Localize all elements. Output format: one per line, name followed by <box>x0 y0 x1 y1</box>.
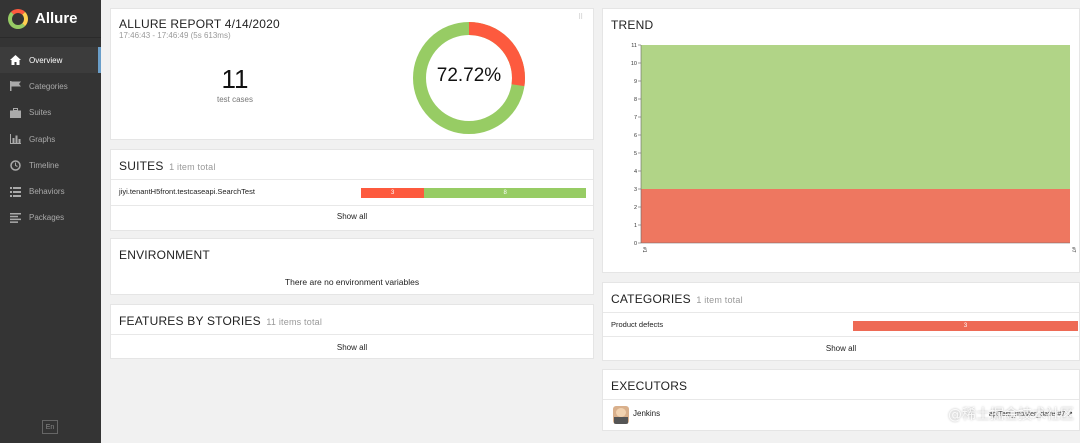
clock-icon <box>9 160 21 171</box>
divider <box>111 205 593 206</box>
watermark: @稀土掘金技术社区 <box>948 407 1074 423</box>
language-switch[interactable]: En <box>42 420 58 434</box>
jenkins-avatar-icon <box>613 406 629 424</box>
trend-y-tick-label: 0 <box>634 241 637 247</box>
sidebar-item-behaviors[interactable]: Behaviors <box>0 178 101 204</box>
categories-card: CATEGORIES 1 item total Product defects … <box>602 282 1080 361</box>
suite-name: jiyi.tenantH5front.testcaseapi.SearchTes… <box>119 187 255 196</box>
suites-card: SUITES 1 item total jiyi.tenantH5front.t… <box>110 149 594 231</box>
category-bar: 3 <box>853 321 1078 331</box>
sidebar-item-packages[interactable]: Packages <box>0 205 101 231</box>
bar-chart-icon <box>9 134 21 145</box>
trend-card: TREND 0 1 2 3 4 5 6 7 8 9 10 11 #1 #7 <box>602 8 1080 273</box>
category-count: 3 <box>853 321 1078 331</box>
categories-show-all-link[interactable]: Show all <box>825 344 857 353</box>
sidebar-item-label: Suites <box>29 108 52 118</box>
suites-heading[interactable]: SUITES 1 item total <box>119 159 216 173</box>
sidebar-item-label: Graphs <box>29 134 56 144</box>
trend-x-tick-label: #1 <box>641 247 647 253</box>
trend-title: TREND <box>611 18 654 32</box>
app-logo[interactable]: Allure <box>0 0 101 38</box>
divider <box>111 334 593 335</box>
report-time: 17:46:43 - 17:46:49 (5s 613ms) <box>119 31 231 40</box>
failed-segment: 3 <box>361 188 425 198</box>
trend-y-tick-label: 4 <box>634 169 637 175</box>
features-title: FEATURES BY STORIES <box>119 314 261 328</box>
trend-area-series-2 <box>641 45 1070 189</box>
executor-name[interactable]: Jenkins <box>633 409 661 418</box>
categories-subtitle: 1 item total <box>696 295 743 305</box>
suites-subtitle: 1 item total <box>169 162 216 172</box>
trend-chart: 0 1 2 3 4 5 6 7 8 9 10 11 #1 #7 <box>631 43 1076 253</box>
sidebar-item-label: Packages <box>29 213 65 223</box>
environment-message: There are no environment variables <box>284 277 420 287</box>
sidebar-item-label: Timeline <box>29 160 59 170</box>
sidebar-item-label: Categories <box>29 81 68 91</box>
trend-y-tick-label: 7 <box>634 115 637 121</box>
divider <box>111 179 593 180</box>
trend-x-tick-label: #7 <box>1070 247 1076 253</box>
trend-y-tick-label: 10 <box>631 61 637 67</box>
app-name: Allure <box>35 10 78 27</box>
environment-card: ENVIRONMENT There are no environment var… <box>110 238 594 295</box>
trend-y-tick-label: 8 <box>634 97 637 103</box>
features-card: FEATURES BY STORIES 11 items total Show … <box>110 304 594 359</box>
trend-y-tick-label: 1 <box>634 223 637 229</box>
environment-title: ENVIRONMENT <box>119 248 210 262</box>
drag-handle-icon[interactable]: ⠿ <box>578 14 584 21</box>
features-heading[interactable]: FEATURES BY STORIES 11 items total <box>119 314 322 328</box>
passed-segment: 8 <box>424 188 586 198</box>
briefcase-icon <box>9 107 21 118</box>
categories-heading[interactable]: CATEGORIES 1 item total <box>611 292 743 306</box>
test-count: 11 <box>221 64 249 94</box>
suites-show-all-link[interactable]: Show all <box>336 212 368 221</box>
sidebar-item-graphs[interactable]: Graphs <box>0 126 101 152</box>
list-icon <box>9 186 21 197</box>
report-summary-card: ALLURE REPORT 4/14/2020 17:46:43 - 17:46… <box>110 8 594 140</box>
external-link-icon: ↗ <box>1067 411 1073 418</box>
divider <box>603 336 1079 337</box>
trend-y-tick-label: 5 <box>634 151 637 157</box>
sidebar-item-categories[interactable]: Categories <box>0 73 101 99</box>
executors-card: EXECUTORS Jenkins apiTest_master_dave #7… <box>602 369 1080 431</box>
sidebar-nav: Overview Categories Suites Graphs Timeli… <box>0 47 101 231</box>
divider <box>603 312 1079 313</box>
features-show-all-link[interactable]: Show all <box>336 343 368 352</box>
categories-title: CATEGORIES <box>611 292 691 306</box>
pass-rate: 72.72% <box>436 65 502 86</box>
suites-title: SUITES <box>119 159 164 173</box>
category-row[interactable]: Product defects 3 <box>603 315 1080 335</box>
executor-build: apiTest_master_dave #7 <box>988 411 1066 418</box>
trend-y-tick-label: 3 <box>634 187 637 193</box>
trend-y-tick-label: 11 <box>631 43 637 49</box>
sidebar-item-overview[interactable]: Overview <box>0 47 101 74</box>
executor-build-link[interactable]: apiTest_master_dave #7 ↗ <box>989 410 1073 418</box>
trend-area-series-1 <box>641 189 1070 243</box>
trend-y-tick-label: 6 <box>634 133 637 139</box>
flag-icon <box>9 81 21 92</box>
sidebar-item-suites[interactable]: Suites <box>0 100 101 126</box>
pass-rate-donut <box>413 22 525 134</box>
sidebar-item-label: Overview <box>29 55 63 65</box>
executors-title: EXECUTORS <box>611 379 688 393</box>
sidebar-item-timeline[interactable]: Timeline <box>0 152 101 178</box>
divider <box>603 399 1079 400</box>
test-count-label: test cases <box>216 95 253 104</box>
suite-row[interactable]: jiyi.tenantH5front.testcaseapi.SearchTes… <box>111 182 595 204</box>
features-subtitle: 11 items total <box>266 317 323 327</box>
align-left-icon <box>9 212 21 223</box>
trend-y-tick-label: 2 <box>634 205 637 211</box>
allure-logo-icon <box>8 8 28 29</box>
sidebar-item-label: Behaviors <box>29 187 65 197</box>
donut-failed-arc <box>413 22 525 134</box>
sidebar: Allure Overview Categories Suites Graphs <box>0 0 101 443</box>
report-title: ALLURE REPORT 4/14/2020 <box>119 17 280 31</box>
category-name: Product defects <box>611 320 664 329</box>
home-icon <box>9 55 21 66</box>
suite-status-bar: 3 8 <box>361 188 586 198</box>
trend-y-tick-label: 9 <box>634 79 637 85</box>
